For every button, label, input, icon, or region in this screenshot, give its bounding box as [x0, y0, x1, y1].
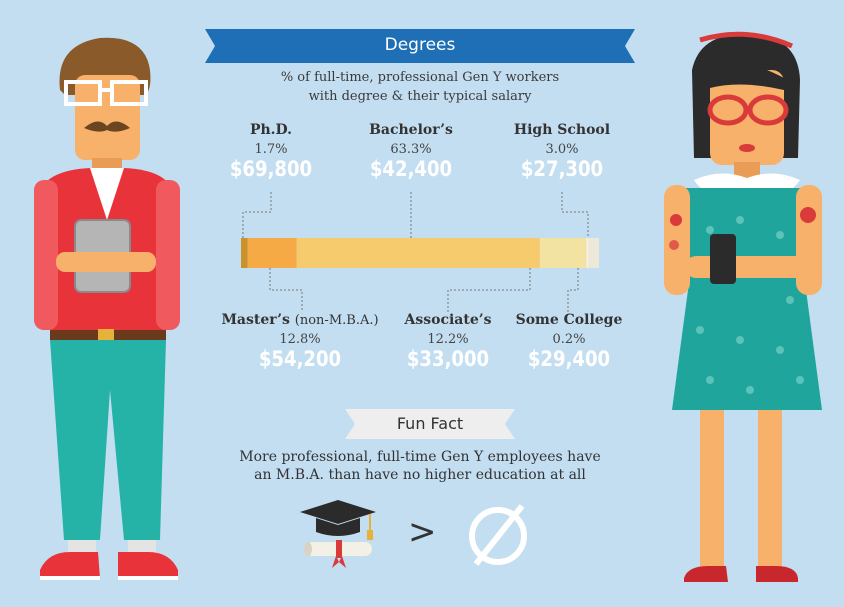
- label-phd-pct: 1.7%: [254, 142, 288, 157]
- label-high-school-name: High School: [513, 122, 611, 138]
- bar-segment-some-college: [586, 238, 589, 268]
- fun-fact-text: More professional, full-time Gen Y emplo…: [220, 448, 620, 484]
- label-some-college-salary: $29,400: [527, 347, 611, 371]
- subtitle-line-1: % of full-time, professional Gen Y worke…: [280, 70, 560, 85]
- label-bachelors-pct: 63.3%: [390, 142, 432, 157]
- label-masters: Master’s (non-M.B.A.) 12.8% $54,200: [210, 312, 390, 371]
- label-high-school-salary: $27,300: [520, 157, 604, 181]
- woman-illustration: [664, 31, 822, 582]
- label-associates-name: Associate’s: [404, 312, 492, 328]
- degrees-title: Degrees: [384, 35, 456, 55]
- bar-segment-master-s: [247, 238, 297, 268]
- man-illustration: [34, 37, 180, 580]
- subtitle-line-2: with degree & their typical salary: [308, 89, 532, 104]
- label-some-college-pct: 0.2%: [552, 332, 586, 347]
- label-bachelors: Bachelor’s 63.3% $42,400: [346, 122, 476, 181]
- label-phd-salary: $69,800: [229, 157, 313, 181]
- label-associates-salary: $33,000: [406, 347, 490, 371]
- fun-fact-line-2: an M.B.A. than have no higher education …: [254, 467, 586, 483]
- label-bachelors-salary: $42,400: [369, 157, 453, 181]
- label-masters-suffix: (non-M.B.A.): [294, 313, 379, 328]
- label-bachelors-name: Bachelor’s: [369, 122, 453, 138]
- label-phd-name: Ph.D.: [249, 122, 293, 138]
- fun-fact-line-1: More professional, full-time Gen Y emplo…: [239, 449, 601, 465]
- empty-set-icon: [469, 504, 527, 566]
- fun-fact-title: Fun Fact: [396, 414, 464, 433]
- label-some-college-name: Some College: [515, 312, 623, 328]
- label-associates: Associate’s 12.2% $33,000: [388, 312, 508, 371]
- degrees-banner: [205, 29, 635, 63]
- bar-segment-associate-s: [539, 238, 587, 268]
- label-masters-salary: $54,200: [258, 347, 342, 371]
- greater-than-sign: >: [408, 512, 437, 552]
- label-high-school: High School 3.0% $27,300: [497, 122, 627, 181]
- label-some-college: Some College 0.2% $29,400: [506, 312, 632, 371]
- bar-segment-ph-d: [241, 238, 248, 268]
- label-masters-pct: 12.8%: [279, 332, 321, 347]
- graduation-cap-diploma-icon: [300, 500, 376, 568]
- label-phd: Ph.D. 1.7% $69,800: [221, 122, 321, 181]
- label-associates-pct: 12.2%: [427, 332, 469, 347]
- label-masters-name: Master’s: [221, 312, 290, 328]
- bar-segment-high-school: [587, 238, 599, 268]
- fun-fact-banner: [345, 409, 515, 439]
- bar-segment-bachelor-s: [296, 238, 540, 268]
- label-high-school-pct: 3.0%: [545, 142, 579, 157]
- degree-share-bar: [241, 238, 599, 268]
